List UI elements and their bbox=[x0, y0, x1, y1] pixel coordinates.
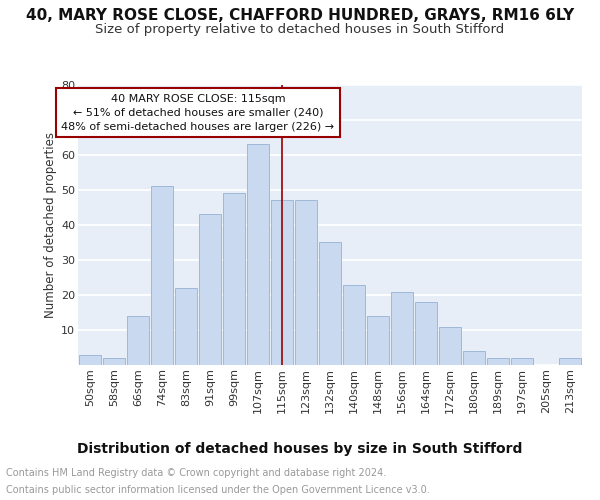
Bar bbox=[367, 316, 389, 365]
Bar bbox=[103, 358, 125, 365]
Bar bbox=[223, 194, 245, 365]
Text: Contains public sector information licensed under the Open Government Licence v3: Contains public sector information licen… bbox=[6, 485, 430, 495]
Bar bbox=[295, 200, 317, 365]
Bar bbox=[175, 288, 197, 365]
Text: 40 MARY ROSE CLOSE: 115sqm
← 51% of detached houses are smaller (240)
48% of sem: 40 MARY ROSE CLOSE: 115sqm ← 51% of deta… bbox=[61, 94, 335, 132]
Text: Contains HM Land Registry data © Crown copyright and database right 2024.: Contains HM Land Registry data © Crown c… bbox=[6, 468, 386, 477]
Bar bbox=[415, 302, 437, 365]
Bar bbox=[559, 358, 581, 365]
Bar bbox=[511, 358, 533, 365]
Bar bbox=[127, 316, 149, 365]
Bar bbox=[343, 284, 365, 365]
Y-axis label: Number of detached properties: Number of detached properties bbox=[44, 132, 57, 318]
Bar bbox=[247, 144, 269, 365]
Bar bbox=[319, 242, 341, 365]
Bar bbox=[391, 292, 413, 365]
Bar bbox=[439, 326, 461, 365]
Bar bbox=[151, 186, 173, 365]
Bar bbox=[271, 200, 293, 365]
Bar bbox=[463, 351, 485, 365]
Text: 40, MARY ROSE CLOSE, CHAFFORD HUNDRED, GRAYS, RM16 6LY: 40, MARY ROSE CLOSE, CHAFFORD HUNDRED, G… bbox=[26, 8, 574, 22]
Text: Distribution of detached houses by size in South Stifford: Distribution of detached houses by size … bbox=[77, 442, 523, 456]
Text: Size of property relative to detached houses in South Stifford: Size of property relative to detached ho… bbox=[95, 22, 505, 36]
Bar bbox=[487, 358, 509, 365]
Bar bbox=[199, 214, 221, 365]
Bar bbox=[79, 354, 101, 365]
